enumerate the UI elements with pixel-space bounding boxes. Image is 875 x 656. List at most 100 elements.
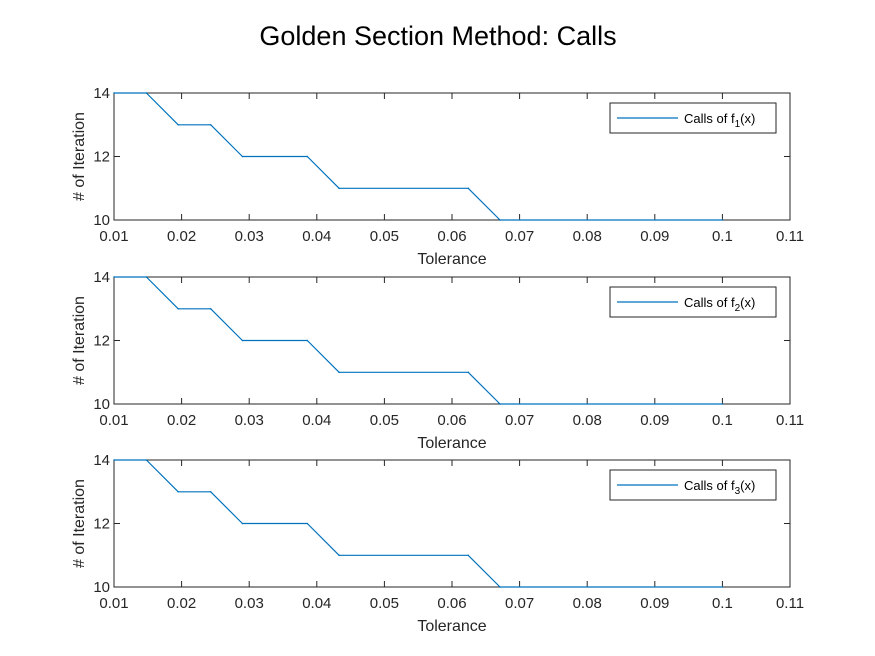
data-point (467, 371, 470, 374)
data-point (306, 522, 309, 525)
y-tick-label: 12 (93, 149, 110, 166)
data-point (145, 92, 148, 94)
x-tick-label: 0.04 (302, 412, 331, 429)
x-tick-label: 0.01 (99, 412, 128, 429)
data-point (241, 522, 244, 525)
y-axis-label: # of Iteration (71, 479, 88, 568)
legend-label-subscript: 2 (735, 303, 741, 314)
x-tick-label: 0.07 (505, 412, 534, 429)
legend-label-prefix: Calls of f (684, 295, 735, 310)
x-tick-label: 0.04 (302, 595, 331, 612)
x-tick-label: 0.06 (437, 228, 466, 245)
data-point (209, 307, 212, 310)
data-point (306, 339, 309, 342)
x-tick-label: 0.06 (437, 595, 466, 612)
data-point (306, 155, 309, 158)
data-point (721, 403, 724, 405)
y-tick-label: 12 (93, 333, 110, 350)
x-tick-label: 0.08 (573, 595, 602, 612)
x-axis-label: Tolerance (417, 618, 486, 635)
x-tick-label: 0.01 (99, 228, 128, 245)
x-tick-label: 0.11 (776, 412, 804, 429)
data-point (209, 490, 212, 493)
legend[interactable]: Calls of f3(x) (609, 469, 777, 501)
legend-label-suffix: (x) (740, 111, 755, 126)
data-point (499, 403, 501, 405)
y-tick-label: 14 (93, 85, 110, 102)
x-tick-label: 0.06 (437, 412, 466, 429)
data-point (338, 371, 340, 374)
y-tick-label: 10 (93, 579, 110, 596)
x-axis-label: Tolerance (417, 251, 486, 268)
x-tick-label: 0.03 (235, 412, 264, 429)
subplot-1: 0.01 0.02 0.03 0.04 0.05 0.06 0.07 0.08 0.09 0.1 0… (71, 85, 804, 268)
data-point (241, 339, 244, 342)
data-point (721, 586, 724, 588)
y-axis-label: # of Iteration (71, 296, 88, 385)
data-point (209, 123, 212, 126)
x-tick-label: 0.04 (302, 228, 331, 245)
x-tick-label: 0.07 (505, 595, 534, 612)
x-tick-label: 0.09 (640, 412, 669, 429)
data-point (177, 307, 180, 310)
series-line (114, 92, 723, 221)
legend-label-suffix: (x) (740, 295, 755, 310)
x-tick-label: 0.1 (712, 595, 733, 612)
x-tick-label: 0.1 (712, 412, 733, 429)
x-tick-label: 0.09 (640, 228, 669, 245)
x-tick-label: 0.05 (370, 228, 399, 245)
x-tick-label: 0.03 (235, 595, 264, 612)
x-tick-label: 0.11 (776, 595, 804, 612)
data-point (467, 554, 470, 557)
figure-title: Golden Section Method: Calls (259, 21, 616, 51)
x-tick-label: 0.08 (573, 228, 602, 245)
x-tick-label: 0.05 (370, 412, 399, 429)
data-point (499, 219, 501, 221)
x-tick-label: 0.02 (167, 595, 196, 612)
data-point (499, 586, 501, 588)
y-axis-label: # of Iteration (71, 112, 88, 201)
x-tick-label: 0.02 (167, 412, 196, 429)
legend-label-prefix: Calls of f (684, 478, 735, 493)
series-line (114, 276, 723, 405)
x-tick-label: 0.08 (573, 412, 602, 429)
data-point (113, 276, 115, 278)
subplot-2: 0.01 0.02 0.03 0.04 0.05 0.06 0.07 0.08 0.09 0.1 0… (71, 269, 804, 452)
legend-label: Calls of f2(x) (684, 295, 755, 314)
legend-label-subscript: 3 (735, 486, 741, 497)
data-point (113, 92, 115, 94)
data-point (338, 187, 340, 190)
x-tick-label: 0.1 (712, 228, 733, 245)
data-point (177, 490, 180, 493)
y-tick-label: 12 (93, 516, 110, 533)
y-tick-label: 10 (93, 212, 110, 229)
data-point (721, 219, 724, 221)
legend-label-prefix: Calls of f (684, 111, 735, 126)
data-point (241, 155, 244, 158)
x-tick-label: 0.11 (776, 228, 804, 245)
data-point (467, 187, 470, 190)
legend[interactable]: Calls of f2(x) (609, 286, 777, 318)
data-point (145, 459, 148, 461)
legend[interactable]: Calls of f1(x) (609, 102, 777, 134)
subplot-3: 0.01 0.02 0.03 0.04 0.05 0.06 0.07 0.08 0.09 0.1 0… (71, 452, 804, 635)
data-point (145, 276, 148, 278)
series-line (114, 459, 723, 588)
y-tick-label: 10 (93, 396, 110, 413)
data-point (113, 459, 115, 461)
legend-label-subscript: 1 (735, 119, 741, 130)
legend-label: Calls of f1(x) (684, 111, 755, 130)
y-tick-label: 14 (93, 452, 110, 469)
x-tick-label: 0.01 (99, 595, 128, 612)
x-tick-label: 0.05 (370, 595, 399, 612)
x-tick-label: 0.02 (167, 228, 196, 245)
x-axis-label: Tolerance (417, 435, 486, 452)
legend-label-suffix: (x) (740, 478, 755, 493)
legend-label: Calls of f3(x) (684, 478, 755, 497)
y-tick-label: 14 (93, 269, 110, 286)
data-point (177, 123, 180, 126)
x-tick-label: 0.09 (640, 595, 669, 612)
x-tick-label: 0.07 (505, 228, 534, 245)
data-point (338, 554, 340, 557)
